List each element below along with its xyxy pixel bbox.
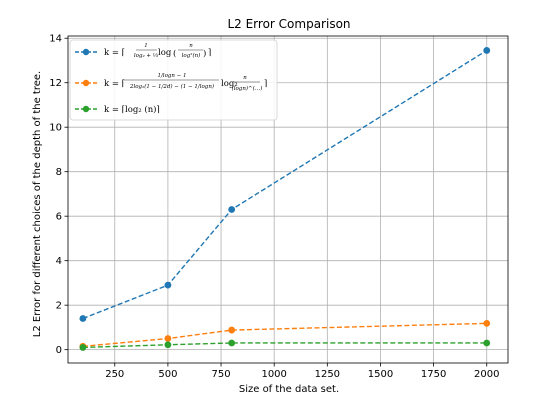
series-2-point: [164, 335, 172, 342]
legend-2-close: ⌉: [264, 79, 267, 89]
legend-1-frac-num: 1: [144, 43, 148, 49]
y-tick-label: 12: [49, 78, 62, 89]
x-tick-label: 250: [105, 369, 124, 380]
series-1-point: [483, 47, 491, 54]
y-tick-label: 4: [56, 256, 62, 267]
x-tick-label: 1750: [421, 369, 446, 380]
legend-entry-3: k = ⌈log₂ (n)⌉: [75, 104, 160, 115]
y-tick-label: 2: [56, 301, 62, 312]
legend-marker-2: [82, 79, 90, 87]
chart-title: L2 Error Comparison: [227, 17, 350, 31]
series-1: [79, 47, 491, 322]
x-axis-ticks: 250 500 750 1000 1250 1500 1750 2000: [105, 363, 499, 380]
legend-3-text: k = ⌈log₂ (n)⌉: [104, 104, 160, 115]
legend-2-inner-num: n: [243, 75, 247, 81]
legend: k = ⌈ 1 log₂ + ⅓ log ( n log²(n) ) ⌉ k =…: [69, 39, 278, 121]
x-tick-label: 500: [158, 369, 177, 380]
legend-1-paren-close: ): [203, 48, 206, 59]
series-3-line: [82, 342, 487, 349]
legend-1-suffix: log: [158, 48, 172, 58]
legend-1-paren-open: (: [173, 48, 176, 59]
x-tick-label: 1500: [368, 369, 393, 380]
series-1-point: [79, 315, 87, 322]
legend-1-frac-den: log₂ + ⅓: [134, 53, 159, 59]
legend-2-frac-den: 2log₂(1 − 1/2d) − (1 − 1/logn): [129, 83, 214, 90]
y-tick-label: 14: [49, 34, 62, 45]
x-tick-label: 2000: [474, 369, 499, 380]
series-layer: [79, 47, 491, 351]
series-3-point: [79, 344, 87, 351]
legend-1-close: ⌉: [208, 48, 211, 58]
y-axis-ticks: 0 2 4 6 8 10 12 14: [49, 34, 68, 356]
legend-entry-2: k = ⌈ 1/logn − 1 2log₂(1 − 1/2d) − (1 − …: [75, 73, 267, 92]
y-tick-label: 10: [49, 123, 62, 134]
y-axis-label: L2 Error for different choices of the de…: [32, 71, 43, 337]
y-tick-label: 0: [56, 345, 62, 356]
legend-2-suffix: log₂: [221, 79, 238, 89]
series-1-line: [82, 49, 488, 320]
legend-entry-1: k = ⌈ 1 log₂ + ⅓ log ( n log²(n) ) ⌉: [75, 43, 211, 59]
legend-1-prefix: k = ⌈: [104, 48, 125, 58]
legend-2-prefix: k = ⌈: [104, 79, 125, 89]
plot-frame: [67, 35, 509, 364]
x-tick-label: 1000: [261, 369, 286, 380]
legend-1-inner-num: n: [189, 43, 193, 49]
x-tick-label: 750: [211, 369, 230, 380]
y-tick-label: 8: [56, 167, 62, 178]
legend-2-inner-den: (logn)^(…): [232, 85, 263, 92]
legend-marker-1: [82, 48, 90, 56]
x-axis-label: Size of the data set.: [239, 384, 339, 395]
legend-marker-3: [82, 105, 90, 113]
legend-2-frac-num: 1/logn − 1: [157, 73, 186, 79]
series-3-point: [228, 339, 236, 347]
series-3-point: [164, 341, 172, 349]
legend-1-inner-den: log²(n): [182, 52, 201, 59]
series-2-point: [483, 320, 491, 327]
x-tick-label: 1250: [315, 369, 340, 380]
series-1-point: [164, 281, 172, 289]
y-tick-label: 6: [56, 212, 62, 223]
series-2-point: [228, 326, 236, 334]
series-3: [79, 339, 491, 351]
series-3-point: [483, 339, 491, 347]
series-1-point: [228, 206, 236, 213]
